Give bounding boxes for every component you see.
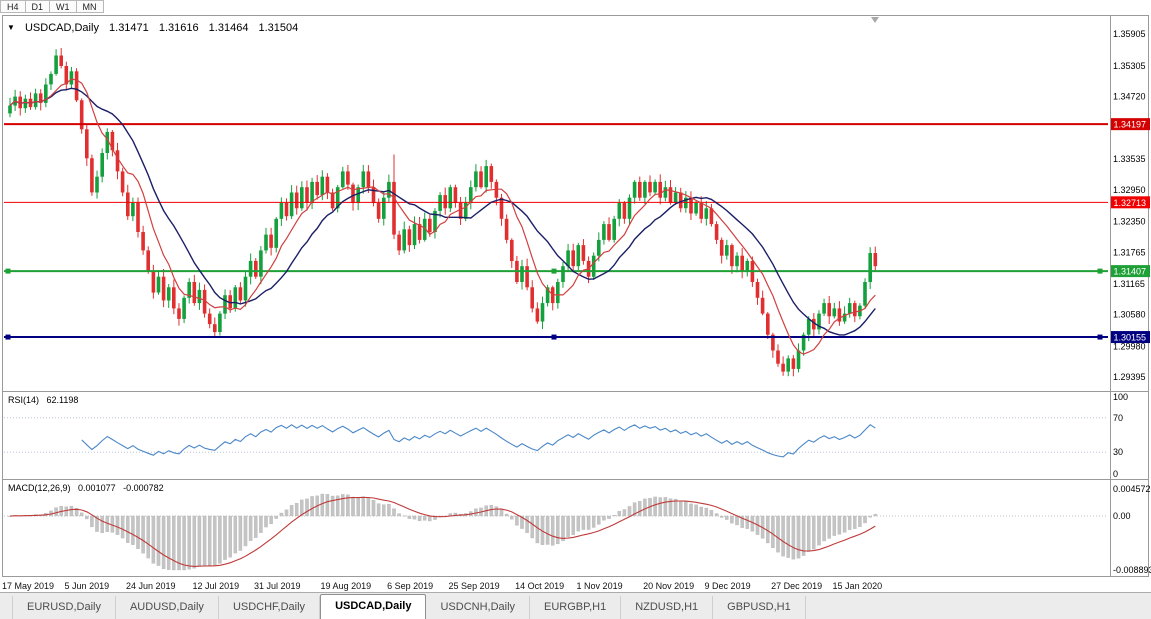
horizontal-lines-layer[interactable] <box>4 123 1108 340</box>
ma-fast-line <box>9 78 876 355</box>
svg-text:27 Dec 2019: 27 Dec 2019 <box>771 581 822 591</box>
svg-text:5 Jun 2019: 5 Jun 2019 <box>65 581 110 591</box>
tab-gbpusd-h1[interactable]: GBPUSD,H1 <box>713 596 806 619</box>
timeframe-toolbar: H4 D1 W1 MN <box>0 0 1151 15</box>
tab-eurgbp-h1[interactable]: EURGBP,H1 <box>530 596 622 619</box>
svg-text:1.31407: 1.31407 <box>1114 267 1147 277</box>
svg-text:24 Jun 2019: 24 Jun 2019 <box>126 581 176 591</box>
svg-text:1.29980: 1.29980 <box>1113 341 1146 351</box>
chart-dropdown-icon[interactable]: ▼ <box>7 23 15 32</box>
period-button-w1[interactable]: W1 <box>49 0 77 13</box>
svg-text:30: 30 <box>1113 447 1123 457</box>
ohlc-low-value: 1.31464 <box>208 22 249 34</box>
macd-main-value: 0.001077 <box>78 483 116 493</box>
svg-text:19 Aug 2019: 19 Aug 2019 <box>321 581 372 591</box>
rsi-pane: 100 70 30 0 <box>4 392 1128 479</box>
candles-layer <box>8 48 878 377</box>
svg-text:14 Oct 2019: 14 Oct 2019 <box>515 581 564 591</box>
svg-text:-0.008893: -0.008893 <box>1113 565 1151 575</box>
svg-text:12 Jul 2019: 12 Jul 2019 <box>193 581 240 591</box>
svg-text:1.34720: 1.34720 <box>1113 92 1146 102</box>
svg-text:1.35905: 1.35905 <box>1113 29 1146 39</box>
ohlc-close-value: 1.31504 <box>258 22 299 34</box>
period-button-d1[interactable]: D1 <box>24 0 51 13</box>
svg-text:1.33535: 1.33535 <box>1113 154 1146 164</box>
rsi-indicator-label: RSI(14) 62.1198 <box>8 395 83 405</box>
svg-text:1.31765: 1.31765 <box>1113 247 1146 257</box>
tab-eurusd-daily[interactable]: EURUSD,Daily <box>12 596 116 619</box>
svg-text:17 May 2019: 17 May 2019 <box>2 581 54 591</box>
svg-text:1.34197: 1.34197 <box>1114 120 1147 130</box>
price-chart[interactable]: 1.35905 1.35305 1.34720 1.33535 1.32950 1.323… <box>0 0 1151 592</box>
svg-text:1.32350: 1.32350 <box>1113 216 1146 226</box>
svg-text:1.30580: 1.30580 <box>1113 310 1146 320</box>
macd-pane: 0.004572 0.00 -0.008893 <box>4 484 1151 575</box>
macd-signal-value: -0.000782 <box>123 483 164 493</box>
date-axis[interactable]: 17 May 2019 5 Jun 2019 24 Jun 2019 12 Jul 2… <box>2 581 882 591</box>
svg-text:1.31165: 1.31165 <box>1113 279 1145 289</box>
tab-usdcnh-daily[interactable]: USDCNH,Daily <box>426 596 531 619</box>
tab-usdchf-daily[interactable]: USDCHF,Daily <box>219 596 321 619</box>
svg-text:1.30155: 1.30155 <box>1114 333 1147 343</box>
tab-usdcad-daily[interactable]: USDCAD,Daily <box>320 594 427 619</box>
svg-text:0.004572: 0.004572 <box>1113 484 1151 494</box>
chart-ohlc-header: ▼ USDCAD,Daily 1.31471 1.31616 1.31464 1… <box>7 22 305 34</box>
tab-audusd-daily[interactable]: AUDUSD,Daily <box>116 596 219 619</box>
ohlc-high-value: 1.31616 <box>158 22 199 34</box>
svg-text:0: 0 <box>1113 469 1118 479</box>
macd-indicator-label: MACD(12,26,9) 0.001077 -0.000782 <box>8 483 169 493</box>
period-button-h4[interactable]: H4 <box>0 0 26 13</box>
rsi-value: 62.1198 <box>46 395 79 405</box>
svg-text:15 Jan 2020: 15 Jan 2020 <box>833 581 883 591</box>
ohlc-open-value: 1.31471 <box>109 22 149 34</box>
rsi-line <box>81 423 876 458</box>
price-axis[interactable]: 1.35905 1.35305 1.34720 1.33535 1.32950 1.323… <box>1111 29 1150 382</box>
chart-frame <box>2 15 1149 577</box>
svg-text:6 Sep 2019: 6 Sep 2019 <box>387 581 433 591</box>
svg-text:1.29395: 1.29395 <box>1113 372 1146 382</box>
svg-text:20 Nov 2019: 20 Nov 2019 <box>643 581 694 591</box>
svg-text:1.32713: 1.32713 <box>1114 198 1147 208</box>
chart-symbol-title: USDCAD,Daily <box>24 22 99 34</box>
svg-text:1.32950: 1.32950 <box>1113 185 1146 195</box>
macd-signal-line <box>9 496 876 567</box>
svg-text:1 Nov 2019: 1 Nov 2019 <box>577 581 623 591</box>
chart-shift-marker-icon <box>871 17 879 23</box>
svg-text:100: 100 <box>1113 392 1128 402</box>
svg-text:25 Sep 2019: 25 Sep 2019 <box>449 581 500 591</box>
period-button-mn[interactable]: MN <box>75 0 104 13</box>
ma-slow-line <box>9 87 876 336</box>
svg-text:0.00: 0.00 <box>1113 511 1131 521</box>
rsi-name: RSI(14) <box>8 395 40 405</box>
svg-text:70: 70 <box>1113 413 1123 423</box>
svg-text:31 Jul 2019: 31 Jul 2019 <box>254 581 301 591</box>
svg-text:9 Dec 2019: 9 Dec 2019 <box>705 581 751 591</box>
tab-nzdusd-h1[interactable]: NZDUSD,H1 <box>621 596 714 619</box>
chart-tabbar: EURUSD,Daily AUDUSD,Daily USDCHF,Daily USDC… <box>0 592 1151 619</box>
svg-text:1.35305: 1.35305 <box>1113 61 1146 71</box>
macd-name: MACD(12,26,9) <box>8 483 71 493</box>
